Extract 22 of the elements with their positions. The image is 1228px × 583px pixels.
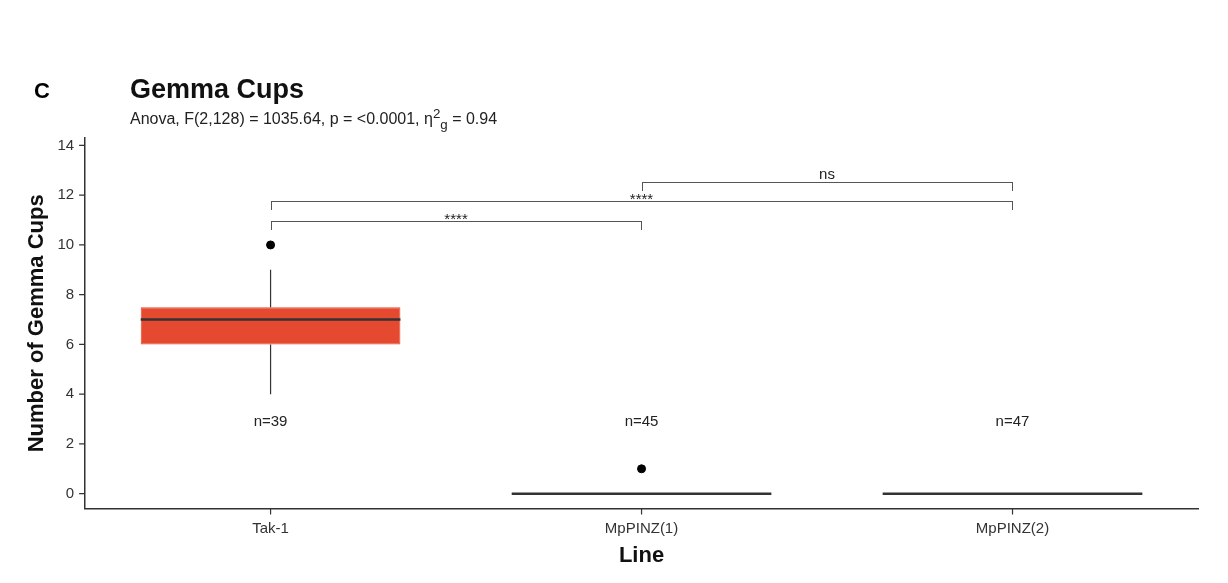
x-tick-label: Tak-1 [252, 518, 289, 536]
annotation: **** [629, 190, 654, 208]
annotation: n=47 [995, 411, 1030, 429]
x-tick-label: MpPINZ(2) [975, 518, 1050, 536]
y-tick-label: 12 [57, 185, 75, 203]
y-tick-label: 4 [65, 384, 75, 402]
annotation: n=39 [253, 411, 288, 429]
y-tick-label: 6 [65, 334, 75, 352]
annotation: **** [444, 209, 468, 227]
y-tick-label: 10 [57, 235, 75, 253]
annotation: ns [819, 164, 835, 182]
annotation: n=45 [624, 411, 659, 429]
y-axis-title: Number of Gemma Cups [23, 194, 49, 453]
chart-subtitle: Anova, F(2,128) = 1035.64, p = <0.0001, η$^{2}$$_{g}$ = 0.94 [130, 106, 498, 132]
y-tick-label: 2 [65, 434, 75, 452]
text: C [34, 78, 50, 104]
x-axis-title: Line [618, 541, 665, 567]
x-tick-label: MpPINZ(1) [604, 518, 679, 536]
chart-title: Gemma Cups [130, 74, 305, 105]
y-tick-label: 14 [57, 135, 75, 153]
y-tick-label: 8 [65, 284, 75, 302]
y-tick-label: 0 [65, 483, 75, 501]
